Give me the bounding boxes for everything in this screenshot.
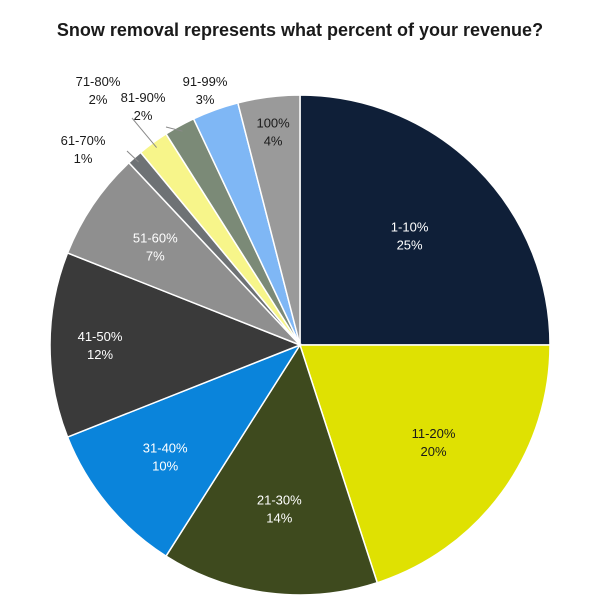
pie-slice-51-60pct bbox=[66, 161, 301, 346]
slice-label-100pct: 100% bbox=[256, 116, 290, 131]
slice-label-51-60pct: 51-60% bbox=[133, 231, 178, 246]
leader-line-71-80pct bbox=[131, 117, 157, 148]
pie-slice-21-30pct bbox=[165, 343, 379, 596]
slice-label-21-30pct: 21-30% bbox=[257, 493, 302, 508]
slice-percent-100pct: 4% bbox=[264, 134, 283, 149]
slice-percent-21-30pct: 14% bbox=[266, 511, 292, 526]
pie-slice-41-50pct bbox=[49, 251, 303, 439]
slice-percent-51-60pct: 7% bbox=[146, 249, 165, 264]
slice-percent-71-80pct: 2% bbox=[89, 92, 108, 107]
slice-percent-81-90pct: 2% bbox=[134, 108, 153, 123]
pie-slice-31-40pct bbox=[66, 343, 302, 558]
slice-label-31-40pct: 31-40% bbox=[143, 441, 188, 456]
chart-title: Snow removal represents what percent of … bbox=[56, 20, 544, 40]
slice-percent-91-99pct: 3% bbox=[196, 92, 215, 107]
slice-percent-61-70pct: 1% bbox=[74, 151, 93, 166]
slice-label-81-90pct: 81-90% bbox=[121, 90, 166, 105]
pie-slice-100pct bbox=[236, 94, 301, 346]
slice-label-61-70pct: 61-70% bbox=[61, 133, 106, 148]
pie-slice-11-20pct bbox=[298, 344, 551, 584]
slice-label-41-50pct: 41-50% bbox=[78, 329, 123, 344]
slice-percent-31-40pct: 10% bbox=[152, 459, 178, 474]
leader-line-61-70pct bbox=[126, 150, 139, 163]
slice-label-71-80pct: 71-80% bbox=[76, 74, 121, 89]
slice-percent-11-20pct: 20% bbox=[420, 444, 446, 459]
slice-percent-1-10pct: 25% bbox=[397, 237, 423, 252]
slice-label-11-20pct: 11-20% bbox=[412, 426, 456, 441]
slice-label-91-99pct: 91-99% bbox=[183, 74, 228, 89]
slice-label-1-10pct: 1-10% bbox=[391, 219, 429, 234]
pie-slice-1-10pct bbox=[299, 94, 551, 346]
slice-percent-41-50pct: 12% bbox=[87, 347, 113, 362]
leader-line-81-90pct bbox=[165, 126, 183, 132]
